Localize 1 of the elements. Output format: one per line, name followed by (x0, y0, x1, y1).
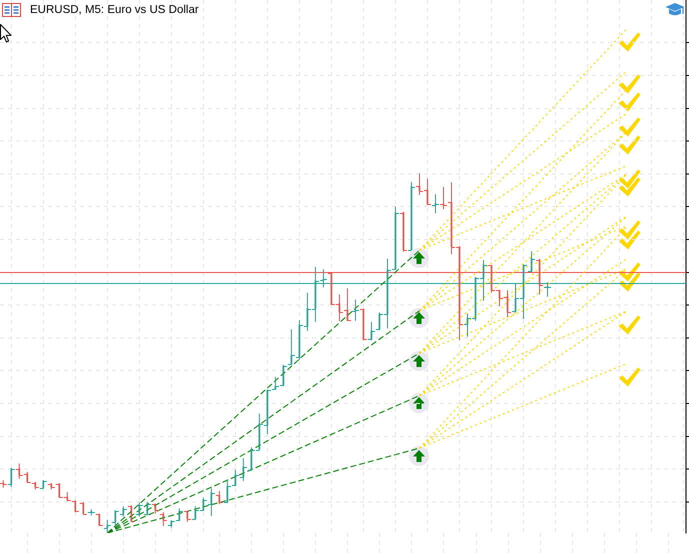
chart-title: EURUSD, M5: Euro vs US Dollar (30, 3, 199, 17)
